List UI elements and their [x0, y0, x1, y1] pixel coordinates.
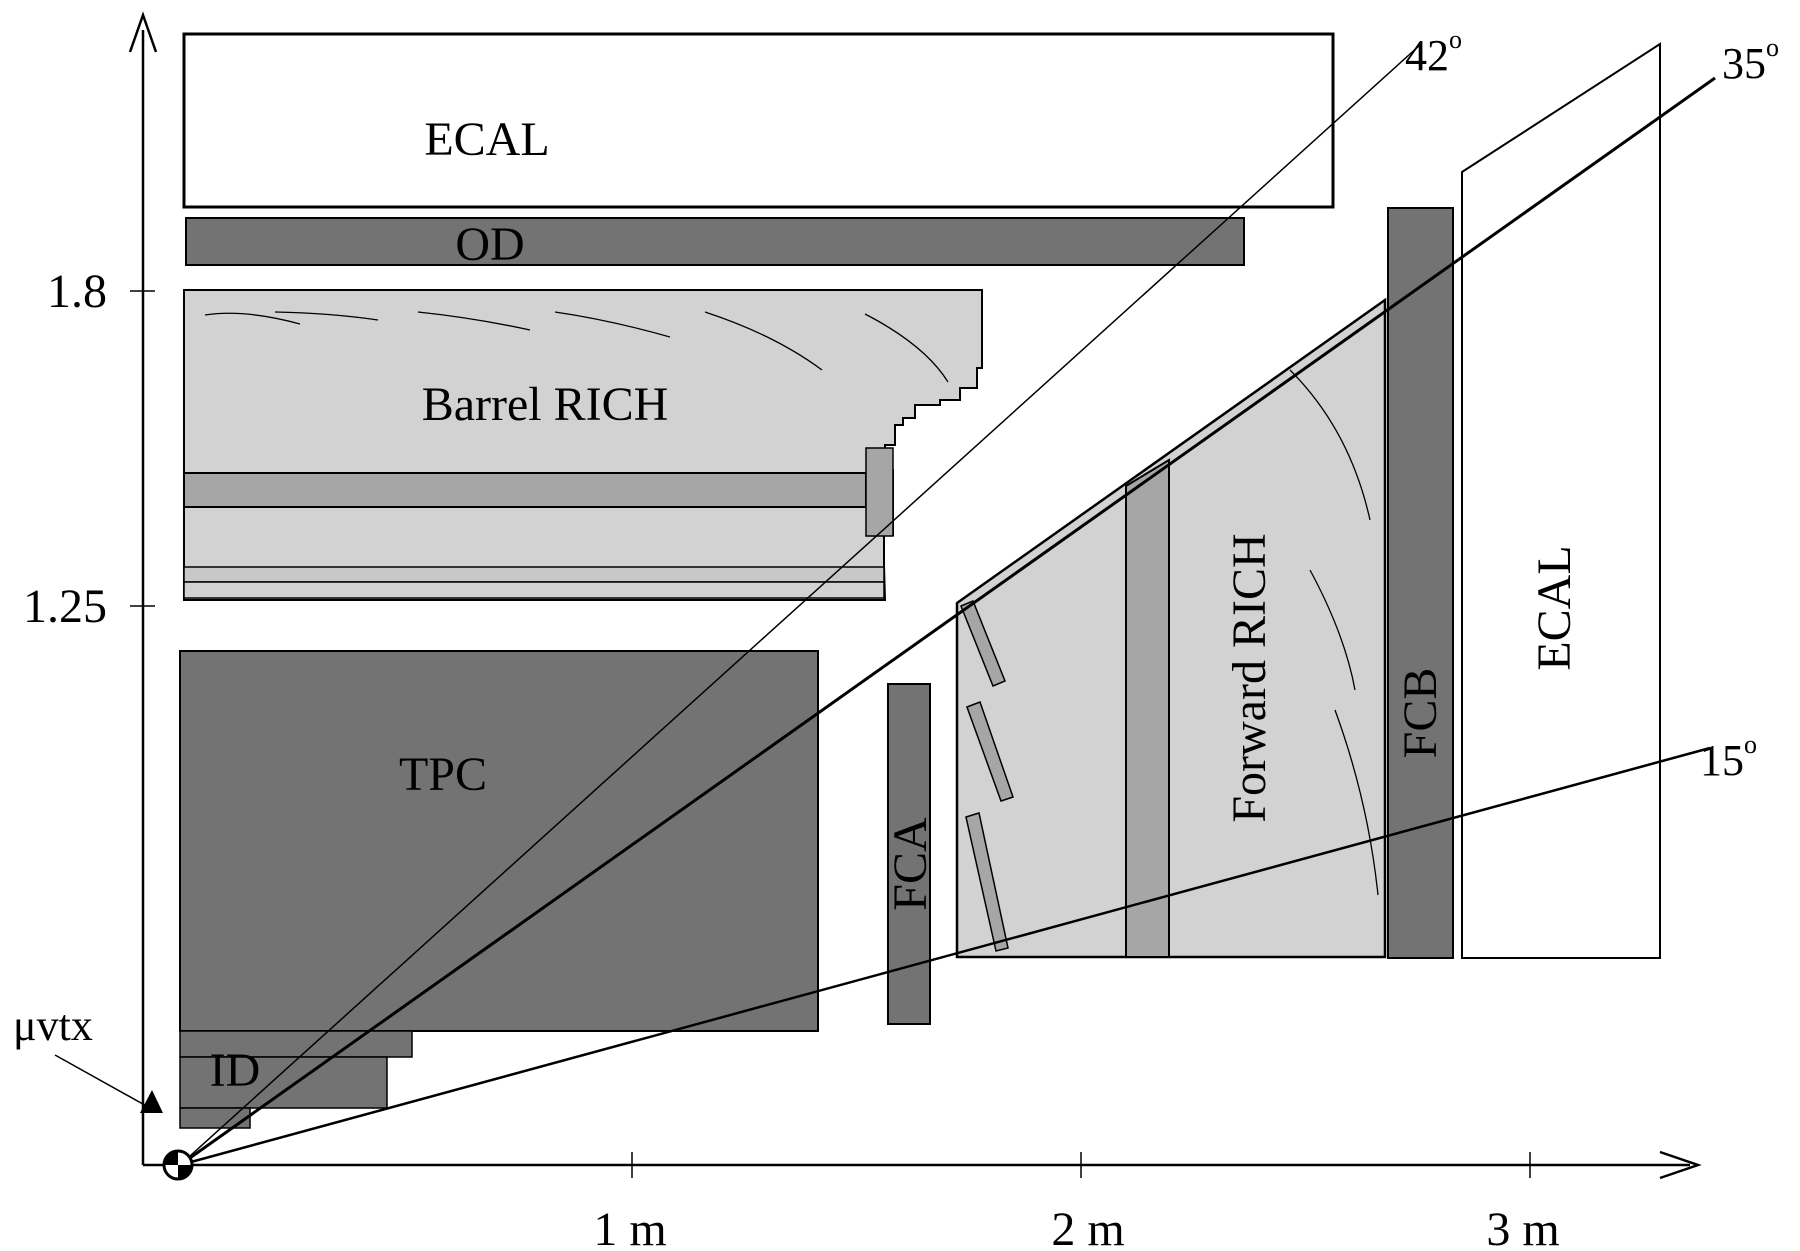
angle-line-35 [179, 76, 1716, 1167]
y-axis-arrowhead [128, 11, 158, 53]
ecal-side-label: ECAL [1528, 545, 1581, 670]
id-label: ID [210, 1044, 261, 1097]
ecal-top-box [182, 32, 1335, 209]
muvtx-triangle-icon [140, 1090, 163, 1113]
barrel-rich-radiator [183, 472, 867, 508]
forward-rich-mirror-arcs [1289, 369, 1379, 896]
barrel-rich-mirrors [204, 311, 949, 383]
od-box [185, 217, 1245, 266]
forward-rich-label: Forward RICH [1223, 533, 1276, 822]
tpc-label: TPC [399, 748, 487, 801]
y-tick-label-1-8: 1.8 [47, 265, 107, 318]
forward-rich-box [955, 297, 1387, 959]
od-label: OD [455, 218, 524, 271]
fcb-label: FCB [1394, 668, 1447, 759]
interaction-point-icon [162, 1149, 194, 1181]
angle-label-15: 15o [1700, 730, 1757, 785]
x-tick-label-3m: 3 m [1486, 1203, 1559, 1251]
id-layer-3 [179, 1107, 251, 1129]
forward-rich-radiator [1125, 458, 1170, 958]
angle-label-42: 42o [1405, 25, 1462, 80]
barrel-rich-box [183, 289, 983, 601]
y-tick-label-1-25: 1.25 [23, 580, 107, 633]
angle-label-35: 35o [1722, 33, 1779, 88]
angle-line-42 [179, 44, 1421, 1166]
tpc-box [179, 650, 819, 1032]
forward-rich-detector-tiles [960, 600, 1014, 952]
ecal-side-box [1461, 42, 1661, 959]
x-tick-label-2m: 2 m [1051, 1203, 1124, 1251]
fcb-box [1387, 207, 1454, 959]
angle-line-15 [179, 746, 1711, 1167]
barrel-rich-label: Barrel RICH [422, 378, 669, 431]
fca-label: FCA [884, 817, 937, 911]
muvtx-label: μvtx [13, 1001, 93, 1050]
x-tick-label-1m: 1 m [593, 1203, 666, 1251]
barrel-rich-end-block [865, 447, 894, 537]
angle-lines [179, 44, 1716, 1167]
barrel-rich-strip-2 [183, 581, 885, 599]
muvtx-pointer-line [54, 1054, 151, 1109]
ecal-top-label: ECAL [424, 113, 549, 166]
id-layer-2 [179, 1056, 388, 1109]
x-axis-arrowhead [1659, 1150, 1702, 1180]
axes [128, 11, 1702, 1180]
barrel-rich-strip-1 [183, 566, 885, 583]
